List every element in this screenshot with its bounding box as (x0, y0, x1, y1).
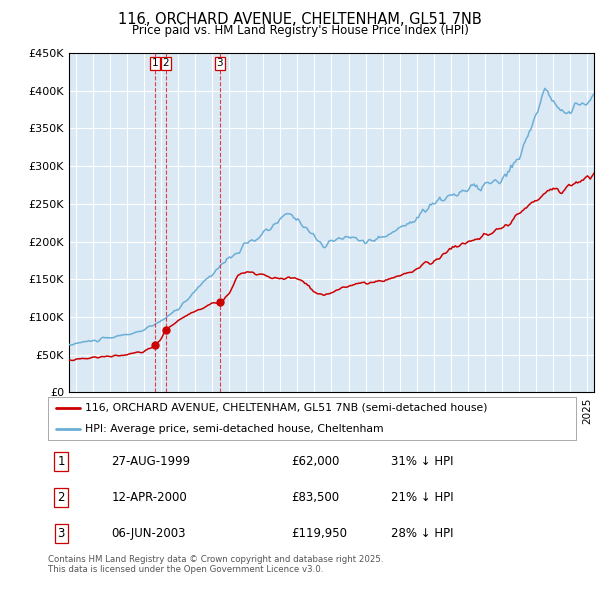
Text: 1: 1 (152, 58, 158, 68)
Text: £62,000: £62,000 (291, 454, 339, 467)
Text: HPI: Average price, semi-detached house, Cheltenham: HPI: Average price, semi-detached house,… (85, 424, 383, 434)
Text: 12-APR-2000: 12-APR-2000 (112, 490, 187, 504)
Text: £119,950: £119,950 (291, 527, 347, 540)
Text: Contains HM Land Registry data © Crown copyright and database right 2025.
This d: Contains HM Land Registry data © Crown c… (48, 555, 383, 574)
Text: 3: 3 (58, 527, 65, 540)
Text: 31% ↓ HPI: 31% ↓ HPI (391, 454, 454, 467)
Text: 21% ↓ HPI: 21% ↓ HPI (391, 490, 454, 504)
Text: 1: 1 (58, 454, 65, 467)
Text: 28% ↓ HPI: 28% ↓ HPI (391, 527, 454, 540)
Text: 116, ORCHARD AVENUE, CHELTENHAM, GL51 7NB (semi-detached house): 116, ORCHARD AVENUE, CHELTENHAM, GL51 7N… (85, 403, 487, 412)
Text: 2: 2 (58, 490, 65, 504)
Text: 3: 3 (217, 58, 223, 68)
Text: 06-JUN-2003: 06-JUN-2003 (112, 527, 186, 540)
Text: £83,500: £83,500 (291, 490, 339, 504)
Text: 116, ORCHARD AVENUE, CHELTENHAM, GL51 7NB: 116, ORCHARD AVENUE, CHELTENHAM, GL51 7N… (118, 12, 482, 27)
Text: 2: 2 (163, 58, 169, 68)
Text: Price paid vs. HM Land Registry's House Price Index (HPI): Price paid vs. HM Land Registry's House … (131, 24, 469, 37)
Text: 27-AUG-1999: 27-AUG-1999 (112, 454, 190, 467)
